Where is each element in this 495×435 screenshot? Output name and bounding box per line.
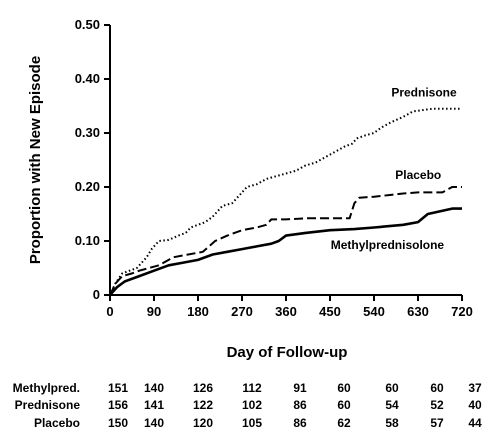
risk-cell: 58 bbox=[385, 416, 399, 430]
series-line-methylprednisolone bbox=[109, 207, 462, 296]
risk-cell: 150 bbox=[108, 416, 128, 430]
risk-cell: 60 bbox=[337, 381, 351, 395]
series-label: Prednisone bbox=[391, 86, 457, 100]
risk-row-label: Prednisone bbox=[15, 398, 81, 412]
risk-cell: 105 bbox=[242, 416, 262, 430]
x-tick-label: 270 bbox=[231, 304, 253, 319]
risk-cell: 60 bbox=[385, 381, 399, 395]
risk-cell: 126 bbox=[193, 381, 213, 395]
y-tick-label: 0.30 bbox=[75, 125, 100, 140]
x-tick-label: 630 bbox=[407, 304, 429, 319]
risk-cell: 60 bbox=[430, 381, 444, 395]
series-line-placebo bbox=[109, 186, 462, 296]
x-axis-title: Day of Follow-up bbox=[227, 344, 348, 361]
risk-table: Methylpred. 151 140 126 112 91 60 60 60 37 Prednis… bbox=[13, 381, 482, 430]
x-tick-label: 360 bbox=[275, 304, 297, 319]
risk-cell: 102 bbox=[242, 398, 262, 412]
risk-cell: 52 bbox=[430, 398, 444, 412]
y-tick-label: 0 bbox=[93, 287, 100, 302]
risk-cell: 86 bbox=[293, 416, 307, 430]
risk-row-label: Methylpred. bbox=[13, 381, 80, 395]
annotation-layer: Prednisone Placebo Methylprednisolone bbox=[331, 86, 457, 252]
series-label: Placebo bbox=[395, 168, 441, 182]
risk-cell: 37 bbox=[468, 381, 482, 395]
x-tick-label: 540 bbox=[363, 304, 385, 319]
risk-cell: 86 bbox=[293, 398, 307, 412]
risk-cell: 112 bbox=[242, 381, 262, 395]
risk-cell: 57 bbox=[430, 416, 444, 430]
risk-cell: 54 bbox=[385, 398, 399, 412]
risk-cell: 156 bbox=[108, 398, 128, 412]
risk-cell: 151 bbox=[108, 381, 128, 395]
risk-cell: 140 bbox=[144, 416, 164, 430]
x-tick-label: 0 bbox=[106, 304, 113, 319]
x-tick-label: 90 bbox=[147, 304, 161, 319]
series-line-prednisone bbox=[109, 107, 462, 296]
risk-cell: 44 bbox=[468, 416, 482, 430]
x-tick-label: 720 bbox=[451, 304, 473, 319]
axes: 0 0.10 0.20 0.30 0.40 0.50 0 90 180 270 360 450 540 6… bbox=[75, 17, 473, 319]
risk-cell: 122 bbox=[193, 398, 213, 412]
risk-cell: 40 bbox=[468, 398, 482, 412]
y-tick-label: 0.40 bbox=[75, 71, 100, 86]
series-layer bbox=[109, 107, 462, 296]
y-tick-label: 0.50 bbox=[75, 17, 100, 32]
x-tick-label: 450 bbox=[319, 304, 341, 319]
risk-cell: 62 bbox=[337, 416, 351, 430]
risk-row-label: Placebo bbox=[34, 416, 80, 430]
series-label: Methylprednisolone bbox=[331, 238, 445, 252]
y-axis-title: Proportion with New Episode bbox=[27, 56, 44, 264]
x-tick-label: 180 bbox=[187, 304, 209, 319]
risk-cell: 60 bbox=[337, 398, 351, 412]
y-tick-label: 0.20 bbox=[75, 179, 100, 194]
y-tick-label: 0.10 bbox=[75, 233, 100, 248]
risk-cell: 120 bbox=[193, 416, 213, 430]
risk-cell: 141 bbox=[144, 398, 164, 412]
risk-cell: 140 bbox=[144, 381, 164, 395]
risk-cell: 91 bbox=[293, 381, 307, 395]
